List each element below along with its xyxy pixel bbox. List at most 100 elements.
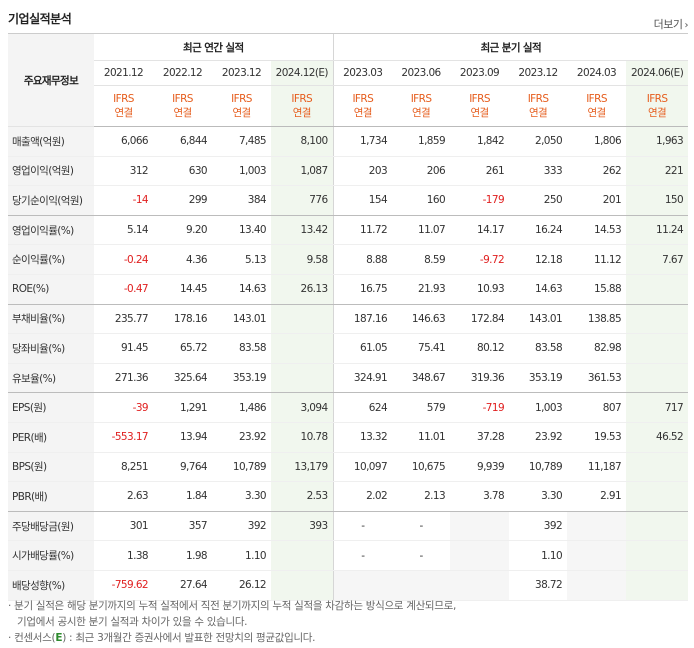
table-cell: 10,097 <box>332 452 393 483</box>
table-row: 시가배당률(%) 1.38 1.98 1.10- -1.10 <box>8 540 689 571</box>
table-cell: 13.42 <box>271 215 334 246</box>
table-cell: 5.13 <box>212 244 271 275</box>
row-label: 시가배당률(%) <box>8 540 94 571</box>
row-label: 영업이익(억원) <box>8 156 94 187</box>
table-cell: 1,486 <box>212 392 271 423</box>
label-column-header: 주요재무정보 <box>8 33 94 127</box>
row-label: ROE(%) <box>8 274 94 305</box>
table-row: 당기순이익(억원) -14 299 384 776 154 160 -179 250 201 150 <box>8 185 689 216</box>
table-cell: 1.10 <box>212 540 271 571</box>
table-cell: 65.72 <box>153 333 212 364</box>
table-cell: 14.17 <box>450 215 510 246</box>
table-cell <box>392 570 451 601</box>
table-cell: 235.77 <box>94 304 153 335</box>
table-cell: 348.67 <box>392 363 451 394</box>
table-cell: 776 <box>271 185 334 216</box>
table-cell: - <box>332 540 393 571</box>
table-cell <box>626 481 689 512</box>
table-cell: 261 <box>450 156 510 187</box>
table-cell: 10,789 <box>212 452 271 483</box>
table-cell: 178.16 <box>153 304 212 335</box>
table-cell: 7,485 <box>212 126 271 157</box>
table-cell <box>626 511 689 542</box>
table-cell: 324.91 <box>332 363 393 394</box>
footnote-1-cont: 기업에서 공시한 분기 실적과 차이가 있을 수 있습니다. <box>17 616 248 628</box>
table-cell: 319.36 <box>450 363 510 394</box>
table-cell: 2.02 <box>332 481 393 512</box>
table-cell: 19.53 <box>567 422 627 453</box>
table-cell: -14 <box>94 185 153 216</box>
table-cell: 361.53 <box>567 363 627 394</box>
table-cell <box>450 511 510 542</box>
period-header: 2022.12 <box>153 60 212 86</box>
table-cell: 82.98 <box>567 333 627 364</box>
table-cell: 10,789 <box>509 452 568 483</box>
table-cell <box>626 333 689 364</box>
table-cell: 2.53 <box>271 481 334 512</box>
table-cell: 1,806 <box>567 126 627 157</box>
table-cell: 23.92 <box>212 422 271 453</box>
more-label: 더보기 <box>653 18 683 31</box>
table-cell: 154 <box>332 185 393 216</box>
table-cell: - <box>332 511 393 542</box>
table-cell: 61.05 <box>332 333 393 364</box>
period-header: 2024.03 <box>567 60 627 86</box>
ifrs-header: IFRS 연결 <box>626 85 689 127</box>
table-cell <box>271 570 334 601</box>
table-cell <box>271 304 334 335</box>
ifrs-header: IFRS 연결 <box>94 85 153 127</box>
table-cell <box>626 304 689 335</box>
table-cell: -39 <box>94 392 153 423</box>
table-cell: 9,764 <box>153 452 212 483</box>
period-header: 2023.12 <box>509 60 568 86</box>
table-cell: 13.40 <box>212 215 271 246</box>
table-cell: -719 <box>450 392 510 423</box>
row-label: 영업이익률(%) <box>8 215 94 246</box>
table-cell: 23.92 <box>509 422 568 453</box>
table-cell: 1,003 <box>509 392 568 423</box>
table-row: 부채비율(%) 235.77 178.16 143.01 187.16 146.63 172… <box>8 304 689 335</box>
table-cell: 13.32 <box>332 422 393 453</box>
table-cell: -0.47 <box>94 274 153 305</box>
table-row: 당좌비율(%) 91.45 65.72 83.58 61.05 75.41 80.12 83.… <box>8 333 689 364</box>
table-cell: 26.12 <box>212 570 271 601</box>
table-cell: 10,675 <box>392 452 451 483</box>
more-link[interactable]: 더보기 › <box>653 16 689 32</box>
row-label: EPS(원) <box>8 392 94 423</box>
table-cell: -553.17 <box>94 422 153 453</box>
period-header: 2021.12 <box>94 60 153 86</box>
table-cell: 3.30 <box>212 481 271 512</box>
table-cell: 8.88 <box>332 244 393 275</box>
table-cell: 9.58 <box>271 244 334 275</box>
footnote-1: · 분기 실적은 해당 분기까지의 누적 실적에서 직전 분기까지의 누적 실적… <box>8 600 457 612</box>
table-cell: 1,859 <box>392 126 451 157</box>
group-annual-header: 최근 연간 실적 <box>94 33 334 61</box>
row-label: 배당성향(%) <box>8 570 94 601</box>
table-cell: 1,291 <box>153 392 212 423</box>
table-cell: 630 <box>153 156 212 187</box>
row-label: 매출액(억원) <box>8 126 94 157</box>
row-label: PBR(배) <box>8 481 94 512</box>
table-cell: 160 <box>392 185 451 216</box>
table-cell: - <box>392 511 451 542</box>
table-cell: 143.01 <box>509 304 568 335</box>
table-cell <box>626 363 689 394</box>
table-cell: 1,963 <box>626 126 689 157</box>
table-cell: 75.41 <box>392 333 451 364</box>
table-cell: 14.53 <box>567 215 627 246</box>
table-cell: 83.58 <box>509 333 568 364</box>
table-cell: 143.01 <box>212 304 271 335</box>
period-header: 2023.09 <box>450 60 510 86</box>
table-cell: 12.18 <box>509 244 568 275</box>
table-cell: 11.07 <box>392 215 451 246</box>
table-cell: 37.28 <box>450 422 510 453</box>
table-cell: 11.01 <box>392 422 451 453</box>
table-cell: 11.72 <box>332 215 393 246</box>
table-cell: 80.12 <box>450 333 510 364</box>
table-cell: 16.75 <box>332 274 393 305</box>
table-cell: 3.30 <box>509 481 568 512</box>
table-cell: 1.10 <box>509 540 568 571</box>
row-label: 순이익률(%) <box>8 244 94 275</box>
table-cell: 4.36 <box>153 244 212 275</box>
table-cell: -759.62 <box>94 570 153 601</box>
